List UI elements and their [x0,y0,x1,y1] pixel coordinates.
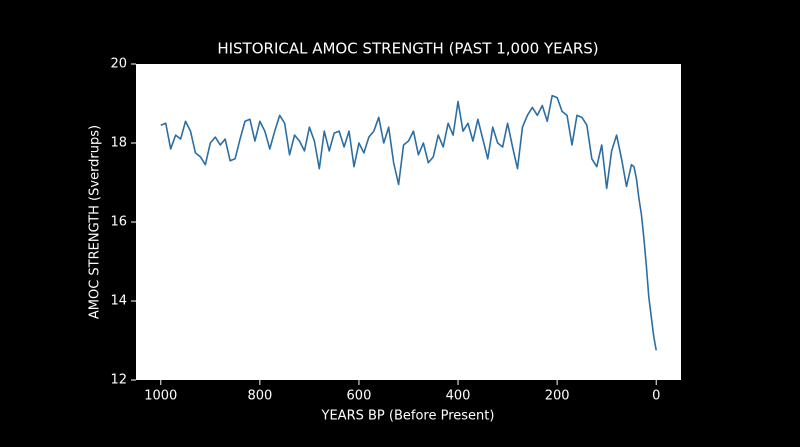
x-tick-label: 400 [446,389,471,404]
y-tick-label: 12 [110,373,127,388]
data-line [160,94,658,351]
y-axis-label: AMOC STRENGTH (Sverdrups) [88,125,103,319]
x-tick-label: 0 [652,389,660,404]
y-tick-label: 18 [110,136,127,151]
x-axis-label: YEARS BP (Before Present) [321,409,495,424]
y-tick-label: 16 [110,215,127,230]
chart-title: HISTORICAL AMOC STRENGTH (PAST 1,000 YEA… [217,40,598,58]
x-tick-label: 600 [347,389,372,404]
y-tick-label: 14 [110,294,127,309]
x-tick-label: 1000 [144,389,177,404]
y-tick-label: 20 [110,57,127,72]
x-tick-label: 200 [545,389,570,404]
x-tick-label: 800 [247,389,272,404]
plot-area [136,64,681,380]
